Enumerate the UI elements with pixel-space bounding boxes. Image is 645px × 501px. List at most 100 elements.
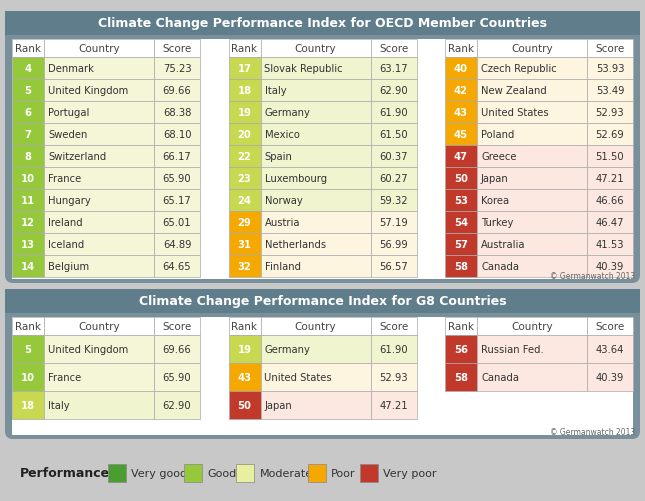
Bar	[261, 335, 370, 363]
Bar	[445, 102, 477, 124]
Bar	[445, 189, 477, 211]
Bar	[261, 80, 370, 102]
Bar	[12, 168, 44, 189]
Text: 40.39: 40.39	[596, 262, 624, 272]
Bar	[44, 317, 154, 335]
Text: Very poor: Very poor	[383, 468, 437, 478]
Text: Country: Country	[511, 44, 553, 54]
Bar	[12, 335, 44, 363]
Bar	[154, 189, 200, 211]
Text: 23: 23	[237, 174, 252, 184]
Text: 63.17: 63.17	[379, 64, 408, 74]
Text: Score: Score	[163, 44, 192, 54]
Text: Belgium: Belgium	[48, 262, 89, 272]
Bar	[261, 102, 370, 124]
Text: Italy: Italy	[264, 86, 286, 96]
Bar	[370, 168, 417, 189]
Text: 42: 42	[454, 86, 468, 96]
Bar	[44, 40, 154, 58]
Bar	[228, 335, 261, 363]
Bar	[261, 124, 370, 146]
Text: Iceland: Iceland	[48, 239, 84, 249]
Bar	[12, 124, 44, 146]
Text: 51.50: 51.50	[596, 152, 624, 162]
Bar	[228, 58, 261, 80]
Bar	[12, 256, 44, 278]
Bar	[477, 256, 587, 278]
Text: 57: 57	[454, 239, 468, 249]
Bar	[370, 317, 417, 335]
Text: 50: 50	[237, 400, 252, 410]
Text: 64.89: 64.89	[163, 239, 192, 249]
Text: Very good: Very good	[131, 468, 187, 478]
Text: 4: 4	[25, 64, 32, 74]
Bar	[44, 335, 154, 363]
Text: 19: 19	[237, 108, 252, 118]
Bar	[12, 58, 44, 80]
Bar	[228, 256, 261, 278]
Bar	[445, 317, 477, 335]
Bar	[154, 80, 200, 102]
Text: 50: 50	[454, 174, 468, 184]
Bar	[154, 102, 200, 124]
Text: 60.37: 60.37	[379, 152, 408, 162]
Text: 62.90: 62.90	[163, 400, 192, 410]
Bar	[445, 211, 477, 233]
Bar	[12, 40, 44, 58]
Bar	[154, 58, 200, 80]
Text: 53.93: 53.93	[596, 64, 624, 74]
Text: 62.90: 62.90	[379, 86, 408, 96]
Bar	[370, 124, 417, 146]
Text: Rank: Rank	[15, 44, 41, 54]
Bar	[44, 363, 154, 391]
Bar	[154, 146, 200, 168]
Text: Russian Fed.: Russian Fed.	[481, 344, 544, 354]
Bar	[44, 146, 154, 168]
Bar	[154, 233, 200, 256]
Text: 43: 43	[237, 372, 252, 382]
Bar	[370, 80, 417, 102]
Text: 52.69: 52.69	[595, 130, 624, 140]
Bar	[12, 317, 44, 335]
Bar	[587, 335, 633, 363]
Text: Italy: Italy	[48, 400, 70, 410]
Bar	[12, 40, 633, 280]
Bar	[587, 124, 633, 146]
Text: Switzerland: Switzerland	[48, 152, 106, 162]
Bar	[587, 211, 633, 233]
Bar	[12, 80, 44, 102]
Text: Sweden: Sweden	[48, 130, 87, 140]
Text: 75.23: 75.23	[163, 64, 192, 74]
Text: 45: 45	[454, 130, 468, 140]
Text: Denmark: Denmark	[48, 64, 94, 74]
Bar	[445, 124, 477, 146]
Bar	[154, 363, 200, 391]
Bar	[445, 233, 477, 256]
Text: 61.90: 61.90	[379, 108, 408, 118]
Bar	[477, 335, 587, 363]
Bar	[477, 233, 587, 256]
Bar	[370, 40, 417, 58]
Bar	[228, 233, 261, 256]
Bar	[477, 80, 587, 102]
Text: 10: 10	[21, 174, 35, 184]
Text: 13: 13	[21, 239, 35, 249]
Bar	[228, 363, 261, 391]
Bar	[12, 391, 44, 419]
Bar	[5, 12, 640, 36]
Text: Score: Score	[595, 44, 624, 54]
Bar	[228, 211, 261, 233]
Bar	[261, 146, 370, 168]
Bar	[44, 124, 154, 146]
Text: 5: 5	[25, 344, 32, 354]
Bar	[445, 146, 477, 168]
Bar	[308, 464, 326, 482]
FancyBboxPatch shape	[5, 290, 640, 439]
Bar	[228, 102, 261, 124]
Text: Austria: Austria	[264, 217, 300, 227]
Bar	[587, 168, 633, 189]
Text: 46.47: 46.47	[596, 217, 624, 227]
Bar	[370, 102, 417, 124]
Text: 60.27: 60.27	[379, 174, 408, 184]
Bar	[587, 256, 633, 278]
